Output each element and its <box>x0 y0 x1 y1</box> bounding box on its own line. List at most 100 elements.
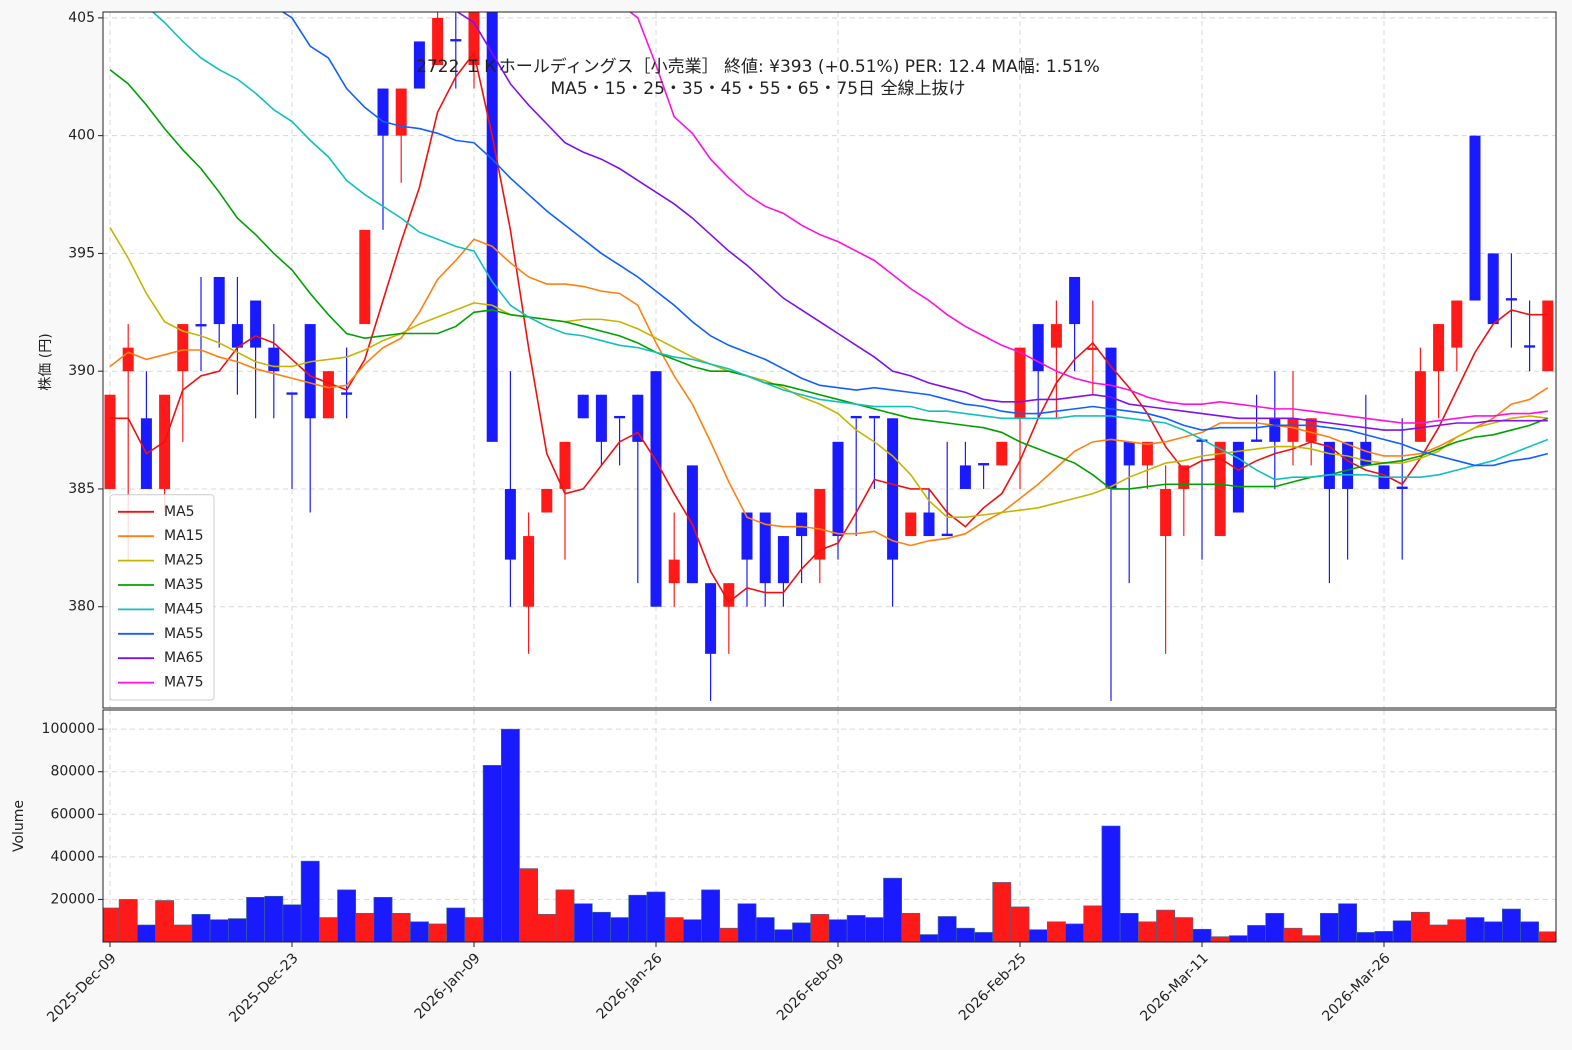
volume-bar <box>355 912 375 942</box>
legend-label: MA65 <box>164 650 203 666</box>
volume-panel <box>103 710 1556 942</box>
volume-bar <box>537 914 557 942</box>
volume-bar <box>264 895 284 942</box>
candle-body <box>341 392 353 395</box>
y-tick-label: 40000 <box>50 849 95 865</box>
x-tick-label: 2025-Dec-23 <box>226 950 301 1025</box>
ma-line <box>110 51 1548 604</box>
candle-body <box>250 300 262 348</box>
candle-body <box>1524 345 1536 348</box>
price-frame <box>102 11 1557 709</box>
candle-body <box>814 488 826 560</box>
candle-body <box>1269 418 1281 442</box>
volume-bar <box>1301 935 1321 942</box>
candle-body <box>796 512 808 537</box>
candle-body <box>959 465 971 489</box>
candle-body <box>1214 441 1226 537</box>
candle-body <box>122 347 134 372</box>
volume-bar <box>1192 928 1212 942</box>
volume-bar <box>318 917 338 942</box>
candle-body <box>486 12 498 442</box>
candle-body <box>213 276 225 325</box>
ma-line <box>456 12 1548 431</box>
candle-body <box>377 88 389 136</box>
candle-body <box>978 463 990 466</box>
legend-label: MA25 <box>164 553 203 569</box>
volume-bar <box>846 915 866 942</box>
volume-bar <box>864 917 884 942</box>
volume-bar <box>792 922 812 942</box>
candle-body <box>668 559 680 584</box>
candle-body <box>1232 441 1244 513</box>
y-tick-label: 395 <box>68 245 95 261</box>
candle-body <box>1342 441 1354 489</box>
volume-bar <box>1156 909 1176 942</box>
volume-frame <box>102 709 1557 943</box>
volume-bar <box>246 897 266 942</box>
y-tick-label: 400 <box>68 128 95 144</box>
volume-bar <box>282 904 302 942</box>
y-tick-label: 80000 <box>50 764 95 780</box>
x-tick-label: 2026-Jan-26 <box>594 950 666 1022</box>
candle-body <box>559 441 571 489</box>
candle-body <box>1451 300 1463 348</box>
candle-body <box>322 371 334 419</box>
volume-bar <box>103 907 120 942</box>
volume-bar <box>828 919 848 942</box>
candle-body <box>905 512 917 537</box>
volume-bar <box>937 916 957 942</box>
x-tick-label: 2026-Jan-09 <box>412 950 484 1022</box>
candle-body <box>887 418 899 560</box>
candle-body <box>1414 371 1426 442</box>
candle-body <box>1032 324 1044 372</box>
candle-body <box>832 441 844 537</box>
volume-bar <box>464 917 484 942</box>
volume-bar <box>1520 921 1540 942</box>
candle-body <box>450 39 462 42</box>
volume-bar <box>191 914 211 942</box>
candle-body <box>1542 300 1554 372</box>
price-panel <box>103 12 1556 708</box>
candle-body <box>468 12 480 65</box>
volume-bar <box>446 907 466 942</box>
y-tick-label: 20000 <box>50 891 95 907</box>
candle-body <box>268 347 280 372</box>
candle-body <box>195 324 207 327</box>
x-tick-label: 2026-Feb-09 <box>774 950 848 1024</box>
candle-body <box>1469 135 1481 301</box>
candle-body <box>705 583 717 654</box>
volume-bar <box>773 929 793 942</box>
ma-line <box>109 238 1549 547</box>
volume-bar <box>1210 936 1230 942</box>
volume-bar <box>1101 825 1121 942</box>
volume-bar <box>555 889 575 942</box>
volume-bar <box>118 899 138 942</box>
candle-body <box>504 488 516 560</box>
x-tick-label: 2026-Mar-26 <box>1319 950 1393 1024</box>
volume-bar <box>1047 921 1066 942</box>
candle-body <box>1360 441 1372 466</box>
candle-body <box>432 17 444 65</box>
candle-body <box>541 488 553 513</box>
candle-body <box>614 415 626 419</box>
candle-body <box>1123 441 1135 466</box>
volume-bar <box>755 917 775 942</box>
candle-body <box>1050 324 1062 348</box>
ma-line <box>281 12 1549 467</box>
volume-bar <box>391 912 411 942</box>
candle-body <box>359 229 371 325</box>
candle-body <box>413 41 425 89</box>
volume-bar <box>1356 932 1376 942</box>
candle-body <box>996 441 1008 466</box>
volume-bar <box>1229 935 1248 942</box>
y-tick-label: 390 <box>68 363 95 379</box>
candle-body <box>868 415 880 419</box>
candle-body <box>177 324 189 372</box>
volume-bar <box>1265 912 1285 942</box>
y-tick-label: 100000 <box>42 721 95 737</box>
legend: MA5 MA15 MA25 MA35 MA45 MA55 MA65 MA75 <box>109 494 215 701</box>
volume-bar <box>155 900 175 942</box>
candle-body <box>577 394 589 419</box>
candle-body <box>923 512 935 537</box>
